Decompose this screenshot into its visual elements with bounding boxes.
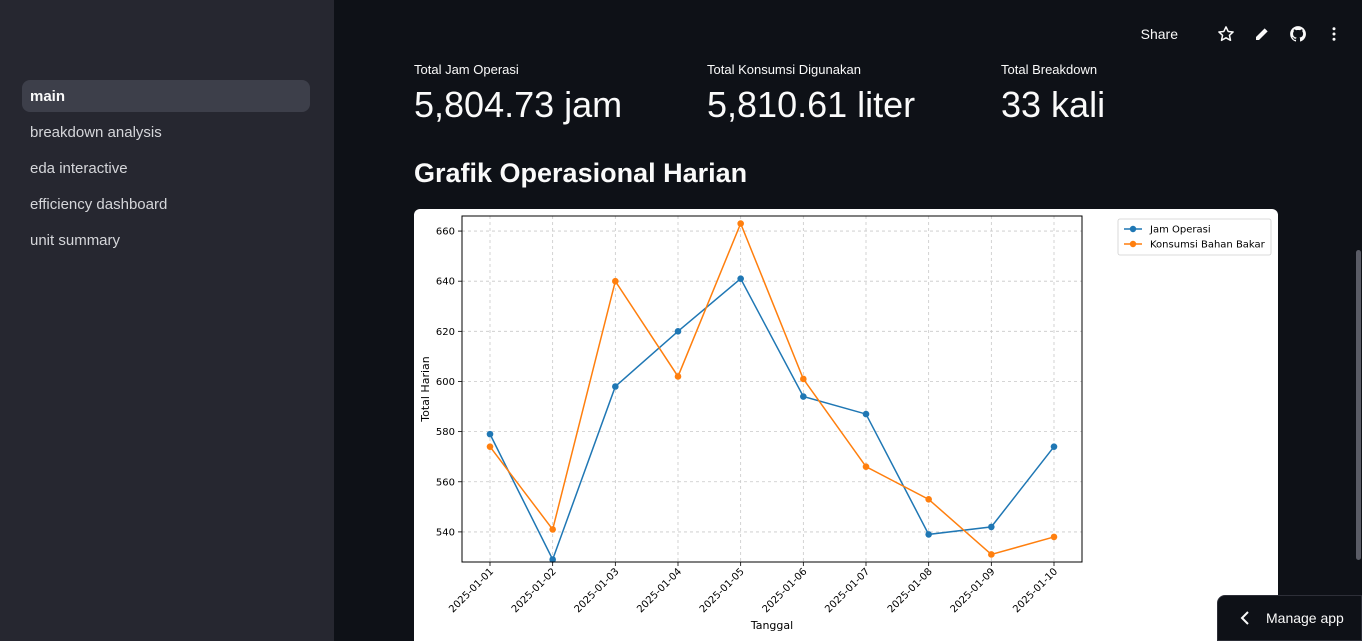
- chart-legend: Jam Operasi Konsumsi Bahan Bakar: [1117, 218, 1272, 256]
- y-tick-label: 660: [436, 227, 455, 238]
- share-button[interactable]: Share: [1140, 26, 1178, 42]
- sidebar-item-unit-summary[interactable]: unit summary: [22, 224, 310, 256]
- metric-label: Total Breakdown: [1001, 62, 1098, 77]
- legend-box: [1117, 218, 1272, 256]
- y-tick-label: 600: [436, 377, 455, 388]
- data-point-series-2: [925, 496, 932, 503]
- x-tick-label: 2025-01-09: [949, 566, 998, 615]
- sidebar-item-efficiency-dashboard[interactable]: efficiency dashboard: [22, 188, 310, 220]
- data-point-series-2: [612, 277, 619, 285]
- chevron-left-icon: [1240, 611, 1250, 625]
- x-tick-label: 2025-01-03: [573, 566, 622, 615]
- sidebar-item-main[interactable]: main: [22, 80, 310, 112]
- sidebar-item-label: eda interactive: [30, 159, 128, 177]
- data-point-series-1: [988, 523, 995, 531]
- sidebar-item-breakdown-analysis[interactable]: breakdown analysis: [22, 116, 310, 148]
- sidebar-nav: main breakdown analysis eda interactive …: [22, 80, 310, 260]
- data-point-series-2: [800, 375, 807, 383]
- data-point-series-1: [1050, 443, 1058, 450]
- y-tick-label: 560: [436, 477, 455, 488]
- metric-value: 5,810.61 liter: [707, 84, 916, 125]
- sidebar-item-label: unit summary: [30, 231, 121, 249]
- data-point-series-2: [1050, 533, 1058, 541]
- data-point-series-2: [674, 373, 682, 380]
- x-tick-label: 2025-01-04: [635, 566, 684, 615]
- metric-label: Total Jam Operasi: [414, 62, 519, 77]
- metric-value: 5,804.73 jam: [414, 84, 623, 125]
- data-point-series-2: [988, 551, 995, 558]
- data-point-series-1: [549, 556, 556, 563]
- metric-total-breakdown: Total Breakdown 33 kali: [1001, 62, 1105, 126]
- x-tick-label: 2025-01-05: [698, 566, 747, 615]
- metric-total-konsumsi: Total Konsumsi Digunakan 5,810.61 liter: [707, 62, 915, 126]
- github-icon[interactable]: [1288, 24, 1308, 44]
- metric-value: 33 kali: [1001, 84, 1106, 125]
- manage-app-button[interactable]: Manage app: [1217, 595, 1362, 641]
- x-tick-label: 2025-01-06: [761, 566, 810, 615]
- data-point-series-1: [737, 275, 744, 282]
- manage-app-label: Manage app: [1266, 610, 1344, 626]
- data-point-series-2: [737, 220, 744, 227]
- data-point-series-1: [486, 430, 494, 438]
- plot-frame: [461, 215, 1083, 563]
- sidebar-item-eda-interactive[interactable]: eda interactive: [22, 152, 310, 184]
- legend-marker: [1129, 240, 1137, 248]
- x-tick-label: 2025-01-07: [823, 566, 872, 615]
- data-point-series-1: [612, 383, 619, 390]
- data-point-series-1: [800, 393, 807, 400]
- x-ticks: 2025-01-01 2025-01-02 2025-01-03 2025-01-04…: [447, 562, 1060, 615]
- star-icon[interactable]: [1216, 24, 1236, 44]
- x-tick-label: 2025-01-02: [510, 566, 559, 615]
- y-tick-label: 620: [436, 327, 455, 338]
- y-tick-label: 640: [436, 277, 455, 288]
- sidebar: main breakdown analysis eda interactive …: [0, 0, 334, 641]
- sidebar-item-label: breakdown analysis: [30, 123, 162, 141]
- more-vertical-icon[interactable]: [1324, 24, 1344, 44]
- series-line-2: [489, 221, 1055, 556]
- top-toolbar: Share: [1141, 20, 1344, 48]
- scrollbar[interactable]: [1356, 250, 1361, 560]
- series-layer: [486, 220, 1058, 563]
- legend-marker: [1129, 225, 1137, 233]
- data-point-series-1: [674, 328, 682, 335]
- y-tick-label: 540: [436, 527, 455, 538]
- legend-label: Jam Operasi: [1149, 225, 1211, 236]
- x-tick-label: 2025-01-10: [1011, 566, 1060, 615]
- grid-lines: [462, 216, 1082, 562]
- data-point-series-2: [486, 443, 494, 450]
- x-tick-label: 2025-01-01: [447, 566, 496, 615]
- metric-label: Total Konsumsi Digunakan: [707, 62, 861, 77]
- series-line-1: [489, 277, 1055, 562]
- section-title: Grafik Operasional Harian: [414, 158, 748, 188]
- data-point-series-1: [925, 531, 932, 538]
- data-point-series-2: [549, 526, 556, 533]
- data-point-series-1: [862, 410, 870, 418]
- pencil-icon[interactable]: [1252, 24, 1272, 44]
- x-axis-label: Tanggal: [750, 619, 793, 632]
- sidebar-item-label: main: [30, 87, 66, 105]
- legend-label: Konsumsi Bahan Bakar: [1150, 240, 1266, 251]
- y-axis-label: Total Harian: [419, 356, 432, 423]
- sidebar-item-label: efficiency dashboard: [30, 195, 168, 213]
- data-point-series-2: [862, 463, 870, 471]
- chart-card: 540 560 580 600 620 640 660 2025-01-01 2025-01-…: [414, 209, 1278, 641]
- y-tick-label: 580: [436, 427, 455, 438]
- metric-total-jam-operasi: Total Jam Operasi 5,804.73 jam: [414, 62, 622, 126]
- x-tick-label: 2025-01-08: [886, 566, 935, 615]
- y-ticks: 540 560 580 600 620 640 660: [436, 227, 462, 538]
